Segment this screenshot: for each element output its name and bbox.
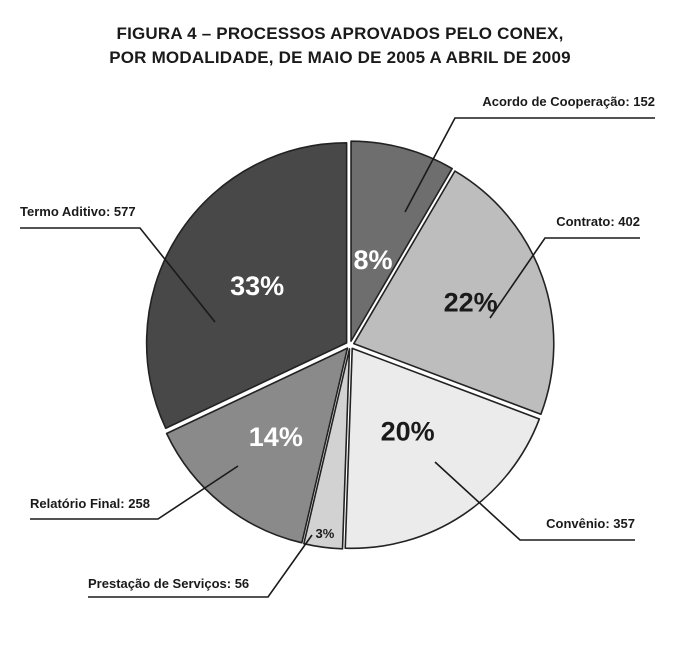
leader-line — [434, 461, 635, 541]
percent-label: 8% — [354, 245, 393, 275]
leader-line — [20, 227, 216, 323]
leader-line — [30, 465, 239, 520]
pie-slice-acordo-de-cooperacao — [350, 140, 453, 342]
pie-slice-termo-aditivo — [145, 142, 348, 430]
category-label: Contrato: 402 — [556, 214, 640, 229]
pie-slice-contrato — [352, 170, 555, 416]
pie-slices — [145, 140, 555, 550]
category-label: Termo Aditivo: 577 — [20, 204, 136, 219]
pie-slice-prestacao-de-servicos — [303, 348, 351, 550]
leader-line — [88, 534, 313, 598]
leader-line — [489, 237, 640, 319]
category-label: Acordo de Cooperação: 152 — [482, 94, 655, 109]
chart-title-line-1: FIGURA 4 – PROCESSOS APROVADOS PELO CONE… — [116, 24, 564, 43]
leader-lines — [20, 117, 655, 598]
percent-label: 33% — [230, 271, 284, 301]
leader-line — [404, 117, 655, 213]
percent-label: 22% — [444, 287, 498, 317]
chart-title-line-2: POR MODALIDADE, DE MAIO DE 2005 A ABRIL … — [109, 48, 571, 67]
percent-label: 20% — [381, 417, 435, 447]
slice-labels: 8% Acordo de Cooperação: 152 22% Contrato: … — [20, 94, 655, 591]
pie-slice-convenio — [344, 347, 541, 550]
pie-slice-relatorio-final — [165, 347, 349, 544]
category-label: Prestação de Serviços: 56 — [88, 576, 249, 591]
percent-label: 14% — [249, 422, 303, 452]
category-label: Convênio: 357 — [546, 516, 635, 531]
percent-label: 3% — [316, 526, 335, 541]
category-label: Relatório Final: 258 — [30, 496, 150, 511]
